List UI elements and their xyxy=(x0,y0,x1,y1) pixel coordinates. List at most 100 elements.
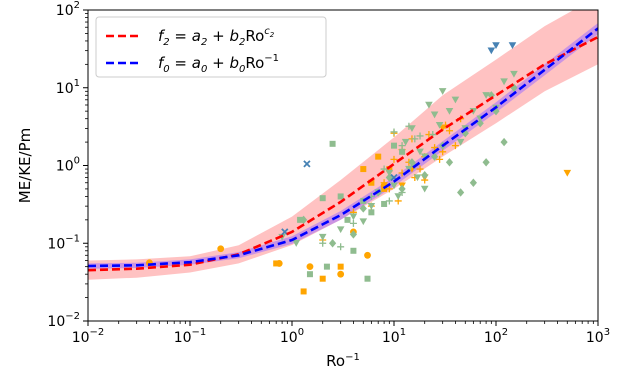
data-point-plus xyxy=(398,188,406,196)
data-point-plus xyxy=(436,155,444,163)
data-point-square xyxy=(306,271,313,278)
data-point-triangle-down xyxy=(500,78,508,86)
fit-lines xyxy=(88,27,598,272)
data-point-diamond xyxy=(421,171,429,180)
data-point-triangle-down xyxy=(413,174,422,182)
data-point-diamond xyxy=(457,188,465,197)
legend-label-f0: f0 = a0 + b0Ro−1 xyxy=(158,53,279,75)
data-point-diamond xyxy=(359,204,367,213)
data-point-square xyxy=(360,166,367,173)
data-point-square xyxy=(368,209,375,216)
data-point-triangle-down xyxy=(430,111,439,119)
data-point-plus xyxy=(380,165,388,173)
legend-label-f2: f2 = a2 + b2Roc2 xyxy=(158,26,275,48)
data-point-triangle-down xyxy=(292,240,301,247)
data-point-diamond xyxy=(476,118,484,128)
data-point-square xyxy=(319,195,326,202)
data-point-plus xyxy=(445,127,453,135)
data-point-square xyxy=(344,216,351,223)
data-point-diamond xyxy=(500,137,508,147)
data-point-plus xyxy=(385,197,393,205)
x-tick-label: 103 xyxy=(586,327,610,346)
data-point-triangle-down xyxy=(563,169,572,177)
data-point-x xyxy=(303,160,311,168)
x-tick-label: 102 xyxy=(484,327,508,346)
x-tick-label: 10−1 xyxy=(174,327,207,346)
data-point-plus xyxy=(416,165,424,173)
data-point-plus xyxy=(380,179,388,187)
data-point-triangle-down xyxy=(385,169,394,177)
data-point-triangle-down xyxy=(349,213,358,221)
data-point-triangle-down xyxy=(438,88,447,95)
data-point-triangle-down xyxy=(336,226,345,234)
data-point-square xyxy=(350,247,357,254)
confidence-band-0 xyxy=(88,10,598,280)
data-point-square xyxy=(375,153,382,160)
data-point-diamond xyxy=(482,158,490,167)
data-point-square xyxy=(323,263,330,270)
data-point-plus xyxy=(405,122,413,130)
data-point-triangle-down xyxy=(508,42,517,50)
data-point-triangle-down xyxy=(416,148,424,156)
data-point-triangle-down xyxy=(420,153,429,161)
data-point-diamond xyxy=(469,178,477,187)
data-point-triangle-down xyxy=(359,218,368,226)
data-point-triangle-down xyxy=(401,138,410,146)
data-points xyxy=(146,42,572,295)
data-point-circle xyxy=(364,251,371,259)
y-tick-label: 101 xyxy=(56,78,80,97)
data-point-diamond xyxy=(398,184,406,194)
y-tick-label: 100 xyxy=(56,156,80,175)
legend-box xyxy=(95,16,327,78)
data-point-square xyxy=(319,275,326,282)
y-axis-label: ME/KE/Pm xyxy=(16,128,34,204)
data-point-square xyxy=(368,179,375,186)
y-axis-ticks: 10−2 10−1 100 101 102 xyxy=(47,0,88,330)
data-point-diamond xyxy=(461,129,469,138)
fit-line-f0 xyxy=(88,27,598,268)
data-point-plus xyxy=(398,142,406,150)
data-point-diamond xyxy=(408,158,416,167)
data-point-plus xyxy=(390,128,398,136)
data-point-plus xyxy=(385,185,393,193)
data-point-plus xyxy=(451,142,459,150)
data-point-diamond xyxy=(430,152,439,161)
data-point-triangle-down xyxy=(487,47,496,55)
data-point-plus xyxy=(411,135,419,143)
fit-line-f2 xyxy=(88,35,598,272)
data-point-triangle-down xyxy=(451,96,460,104)
data-point-diamond xyxy=(328,239,337,248)
data-point-circle xyxy=(337,270,345,278)
data-point-plus xyxy=(390,155,398,163)
data-point-triangle-down xyxy=(420,185,429,193)
data-point-circle xyxy=(306,263,314,271)
legend: f2 = a2 + b2Roc2 f0 = a0 + b0Ro−1 xyxy=(95,16,327,78)
x-axis-ticks: 10−2 10−1 100 101 102 103 xyxy=(72,321,610,346)
data-point-plus xyxy=(319,239,327,247)
data-point-triangle-down xyxy=(456,138,465,146)
data-point-triangle-down xyxy=(394,193,403,201)
data-point-triangle-down xyxy=(492,42,500,50)
data-point-square xyxy=(273,260,280,267)
data-point-triangle-down xyxy=(367,202,376,210)
data-point-triangle-down xyxy=(435,121,444,129)
data-point-triangle-down xyxy=(445,107,454,115)
data-point-triangle-down xyxy=(318,233,327,241)
data-point-square xyxy=(329,140,336,147)
data-point-triangle-down xyxy=(390,182,398,190)
data-point-diamond xyxy=(300,215,308,225)
data-point-square xyxy=(337,193,344,200)
y-tick-label: 102 xyxy=(56,0,80,19)
data-point-square xyxy=(337,263,344,270)
data-point-square xyxy=(381,200,388,207)
data-point-diamond xyxy=(487,91,495,100)
data-point-circle xyxy=(217,245,225,253)
data-point-triangle-down xyxy=(408,125,416,133)
x-axis-label: Ro−1 xyxy=(326,352,360,370)
data-point-triangle-down xyxy=(482,92,490,99)
y-tick-label: 10−1 xyxy=(47,233,80,252)
y-tick-label: 10−2 xyxy=(47,311,80,330)
data-point-plus xyxy=(431,144,439,152)
data-point-plus xyxy=(416,132,424,140)
data-point-triangle-down xyxy=(438,125,447,133)
